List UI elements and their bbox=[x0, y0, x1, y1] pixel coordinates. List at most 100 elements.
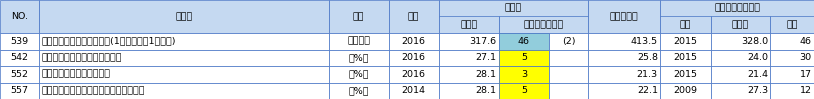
Bar bbox=[39, 0, 329, 33]
Text: 539: 539 bbox=[11, 37, 28, 46]
Text: 46: 46 bbox=[518, 37, 530, 46]
Bar bbox=[329, 82, 388, 99]
Bar bbox=[660, 33, 711, 50]
Text: (2): (2) bbox=[562, 37, 575, 46]
Text: 3: 3 bbox=[521, 70, 527, 79]
Text: 鳥取県: 鳥取県 bbox=[505, 4, 522, 13]
Bar bbox=[588, 50, 660, 66]
Bar bbox=[499, 82, 549, 99]
Bar bbox=[711, 82, 771, 99]
Text: 46: 46 bbox=[799, 37, 812, 46]
Text: 5: 5 bbox=[521, 86, 527, 95]
Bar bbox=[660, 50, 711, 66]
Bar bbox=[499, 66, 549, 82]
Text: 557: 557 bbox=[11, 86, 28, 95]
Text: 413.5: 413.5 bbox=[631, 37, 658, 46]
Text: （千円）: （千円） bbox=[347, 37, 370, 46]
Bar bbox=[439, 82, 499, 99]
Text: 317.6: 317.6 bbox=[470, 37, 497, 46]
Text: 21.4: 21.4 bbox=[747, 70, 768, 79]
Text: 28.1: 28.1 bbox=[475, 86, 497, 95]
Bar bbox=[388, 66, 439, 82]
Bar bbox=[660, 17, 711, 33]
Text: 2009: 2009 bbox=[673, 86, 698, 95]
Text: 2015: 2015 bbox=[673, 37, 698, 46]
Bar bbox=[439, 33, 499, 50]
Text: 2015: 2015 bbox=[673, 70, 698, 79]
Bar bbox=[439, 50, 499, 66]
Bar bbox=[771, 17, 814, 33]
Bar bbox=[549, 82, 588, 99]
Text: 328.0: 328.0 bbox=[741, 37, 768, 46]
Text: （%）: （%） bbox=[348, 86, 369, 95]
Text: 世帯主収入［勤労者世帯］(1世帯当たり1か月間): 世帯主収入［勤労者世帯］(1世帯当たり1か月間) bbox=[42, 37, 176, 46]
Bar bbox=[39, 82, 329, 99]
Bar bbox=[388, 0, 439, 33]
Bar bbox=[549, 50, 588, 66]
Bar bbox=[711, 50, 771, 66]
Text: 年度: 年度 bbox=[680, 20, 691, 29]
Text: 12: 12 bbox=[799, 86, 812, 95]
Text: 平均貯蓄率［勤労者世帯］: 平均貯蓄率［勤労者世帯］ bbox=[42, 70, 110, 79]
Bar bbox=[0, 50, 39, 66]
Bar bbox=[388, 82, 439, 99]
Text: 2016: 2016 bbox=[402, 70, 426, 79]
Text: 542: 542 bbox=[11, 53, 28, 62]
Bar bbox=[771, 50, 814, 66]
Bar bbox=[329, 33, 388, 50]
Bar bbox=[388, 50, 439, 66]
Text: 参考値（鳥取県）: 参考値（鳥取県） bbox=[714, 4, 760, 13]
Text: 項目名: 項目名 bbox=[175, 12, 192, 21]
Bar bbox=[771, 66, 814, 82]
Bar bbox=[588, 82, 660, 99]
Text: 30: 30 bbox=[799, 53, 812, 62]
Text: 25.8: 25.8 bbox=[637, 53, 658, 62]
Text: 順位（下から）: 順位（下から） bbox=[523, 20, 563, 29]
Bar bbox=[0, 33, 39, 50]
Bar bbox=[499, 17, 588, 33]
Text: 2016: 2016 bbox=[402, 37, 426, 46]
Text: 552: 552 bbox=[11, 70, 28, 79]
Text: （%）: （%） bbox=[348, 53, 369, 62]
Bar bbox=[39, 66, 329, 82]
Bar bbox=[660, 0, 814, 17]
Bar bbox=[771, 82, 814, 99]
Bar bbox=[588, 33, 660, 50]
Bar bbox=[588, 0, 660, 33]
Text: 21.3: 21.3 bbox=[637, 70, 658, 79]
Text: 2014: 2014 bbox=[402, 86, 426, 95]
Bar bbox=[711, 66, 771, 82]
Text: 2015: 2015 bbox=[673, 53, 698, 62]
Text: NO.: NO. bbox=[11, 12, 28, 21]
Bar bbox=[388, 33, 439, 50]
Text: 22.1: 22.1 bbox=[637, 86, 658, 95]
Bar bbox=[660, 66, 711, 82]
Text: 全国指標値: 全国指標値 bbox=[610, 12, 638, 21]
Text: 27.3: 27.3 bbox=[747, 86, 768, 95]
Bar bbox=[439, 17, 499, 33]
Bar bbox=[329, 50, 388, 66]
Bar bbox=[39, 33, 329, 50]
Bar bbox=[439, 66, 499, 82]
Text: （%）: （%） bbox=[348, 70, 369, 79]
Text: 指標値: 指標値 bbox=[732, 20, 749, 29]
Bar bbox=[588, 66, 660, 82]
Bar bbox=[660, 82, 711, 99]
Bar bbox=[0, 82, 39, 99]
Bar bbox=[0, 0, 39, 33]
Text: 生命保険現在高割合［二人以上の世帯］: 生命保険現在高割合［二人以上の世帯］ bbox=[42, 86, 145, 95]
Bar bbox=[0, 66, 39, 82]
Bar bbox=[499, 50, 549, 66]
Bar bbox=[711, 33, 771, 50]
Text: 27.1: 27.1 bbox=[475, 53, 497, 62]
Text: 28.1: 28.1 bbox=[475, 70, 497, 79]
Text: 指標値: 指標値 bbox=[460, 20, 478, 29]
Bar bbox=[771, 33, 814, 50]
Bar bbox=[39, 50, 329, 66]
Text: 17: 17 bbox=[799, 70, 812, 79]
Text: 単位: 単位 bbox=[353, 12, 365, 21]
Bar bbox=[549, 33, 588, 50]
Text: 24.0: 24.0 bbox=[747, 53, 768, 62]
Text: 順位: 順位 bbox=[786, 20, 798, 29]
Text: 2016: 2016 bbox=[402, 53, 426, 62]
